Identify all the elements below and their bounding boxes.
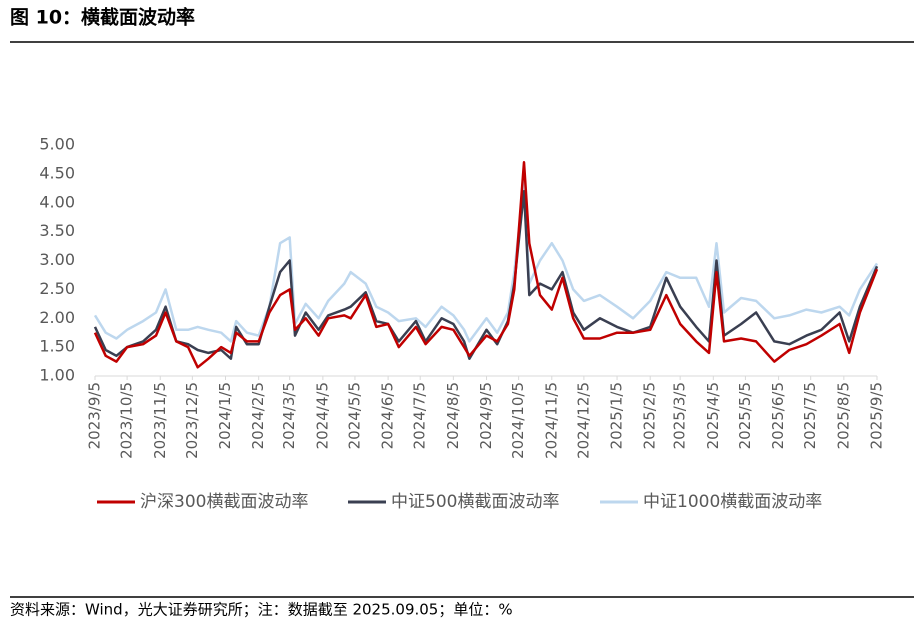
x-tick-label: 2024/7/5 xyxy=(411,382,429,449)
x-tick-label: 2024/8/5 xyxy=(444,382,462,449)
source-note: 资料来源：Wind，光大证券研究所；注：数据截至 2025.09.05；单位：% xyxy=(10,601,513,619)
x-tick-label: 2025/2/5 xyxy=(641,382,659,449)
x-tick-label: 2024/2/5 xyxy=(249,382,267,449)
y-tick-label: 3.50 xyxy=(39,221,75,240)
x-tick-label: 2024/9/5 xyxy=(477,382,495,449)
x-tick-label: 2025/6/5 xyxy=(769,382,787,449)
y-tick-label: 1.00 xyxy=(39,366,75,385)
x-tick-label: 2025/1/5 xyxy=(608,382,626,449)
y-tick-label: 2.50 xyxy=(39,279,75,298)
x-tick-label: 2024/4/5 xyxy=(313,382,331,449)
x-tick-label: 2024/1/5 xyxy=(216,382,234,449)
legend-label: 中证500横截面波动率 xyxy=(391,492,559,512)
y-tick-label: 3.00 xyxy=(39,250,75,269)
y-tick-label: 5.00 xyxy=(39,135,75,154)
series-line xyxy=(93,189,879,360)
legend-label: 沪深300横截面波动率 xyxy=(140,492,308,512)
y-tick-label: 4.50 xyxy=(39,163,75,182)
y-tick-label: 1.50 xyxy=(39,337,75,356)
x-tick-label: 2024/6/5 xyxy=(379,382,397,449)
x-tick-label: 2024/12/5 xyxy=(574,382,592,459)
page-title: 图 10：横截面波动率 xyxy=(10,6,195,29)
x-tick-label: 2025/3/5 xyxy=(671,382,689,449)
x-tick-label: 2023/10/5 xyxy=(118,382,136,459)
y-tick-label: 4.00 xyxy=(39,192,75,211)
x-tick-label: 2025/4/5 xyxy=(704,382,722,449)
x-tick-label: 2025/5/5 xyxy=(736,382,754,449)
series-line xyxy=(93,161,879,369)
y-tick-label: 2.00 xyxy=(39,308,75,327)
x-tick-label: 2024/5/5 xyxy=(345,382,363,449)
legend-label: 中证1000横截面波动率 xyxy=(643,492,822,512)
series-line xyxy=(93,181,879,343)
x-tick-label: 2024/11/5 xyxy=(542,382,560,459)
x-tick-label: 2023/11/5 xyxy=(151,382,169,459)
x-tick-label: 2024/10/5 xyxy=(509,382,527,459)
x-tick-label: 2023/9/5 xyxy=(86,382,104,449)
x-tick-label: 2023/12/5 xyxy=(183,382,201,459)
x-tick-label: 2025/7/5 xyxy=(801,382,819,449)
x-tick-label: 2025/9/5 xyxy=(868,382,886,449)
x-tick-label: 2024/3/5 xyxy=(280,382,298,449)
x-tick-label: 2025/8/5 xyxy=(834,382,852,449)
